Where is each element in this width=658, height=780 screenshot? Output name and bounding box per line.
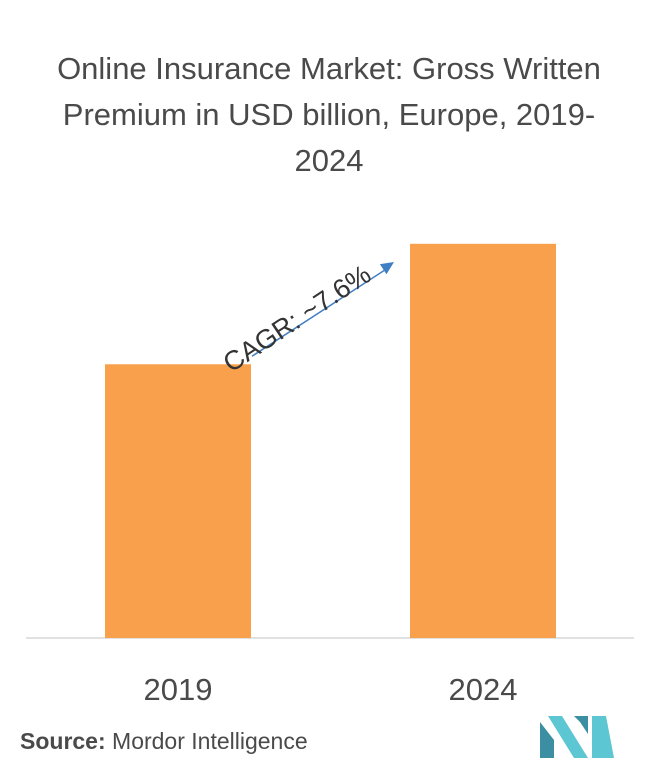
- logo-shape-mid2: [574, 716, 588, 734]
- logo-shape-mid: [548, 716, 588, 758]
- x-tick-label-2019: 2019: [144, 672, 213, 707]
- source-note: Source: Mordor Intelligence: [20, 728, 308, 755]
- bar-2019: [105, 364, 251, 638]
- logo-shape-right: [592, 716, 614, 758]
- cagr-arrow-head: [379, 262, 394, 275]
- mordor-intelligence-logo: [540, 716, 614, 758]
- cagr-annotation-label: CAGR: ~7.6%: [218, 259, 377, 378]
- source-text: Mordor Intelligence: [112, 728, 308, 754]
- x-tick-label-2024: 2024: [449, 672, 518, 707]
- logo-shape-left: [540, 722, 554, 758]
- chart-title: Online Insurance Market: Gross Written P…: [57, 51, 601, 178]
- bar-2024: [410, 243, 556, 639]
- cagr-arrow-line: [251, 267, 389, 357]
- source-label: Source:: [20, 728, 106, 754]
